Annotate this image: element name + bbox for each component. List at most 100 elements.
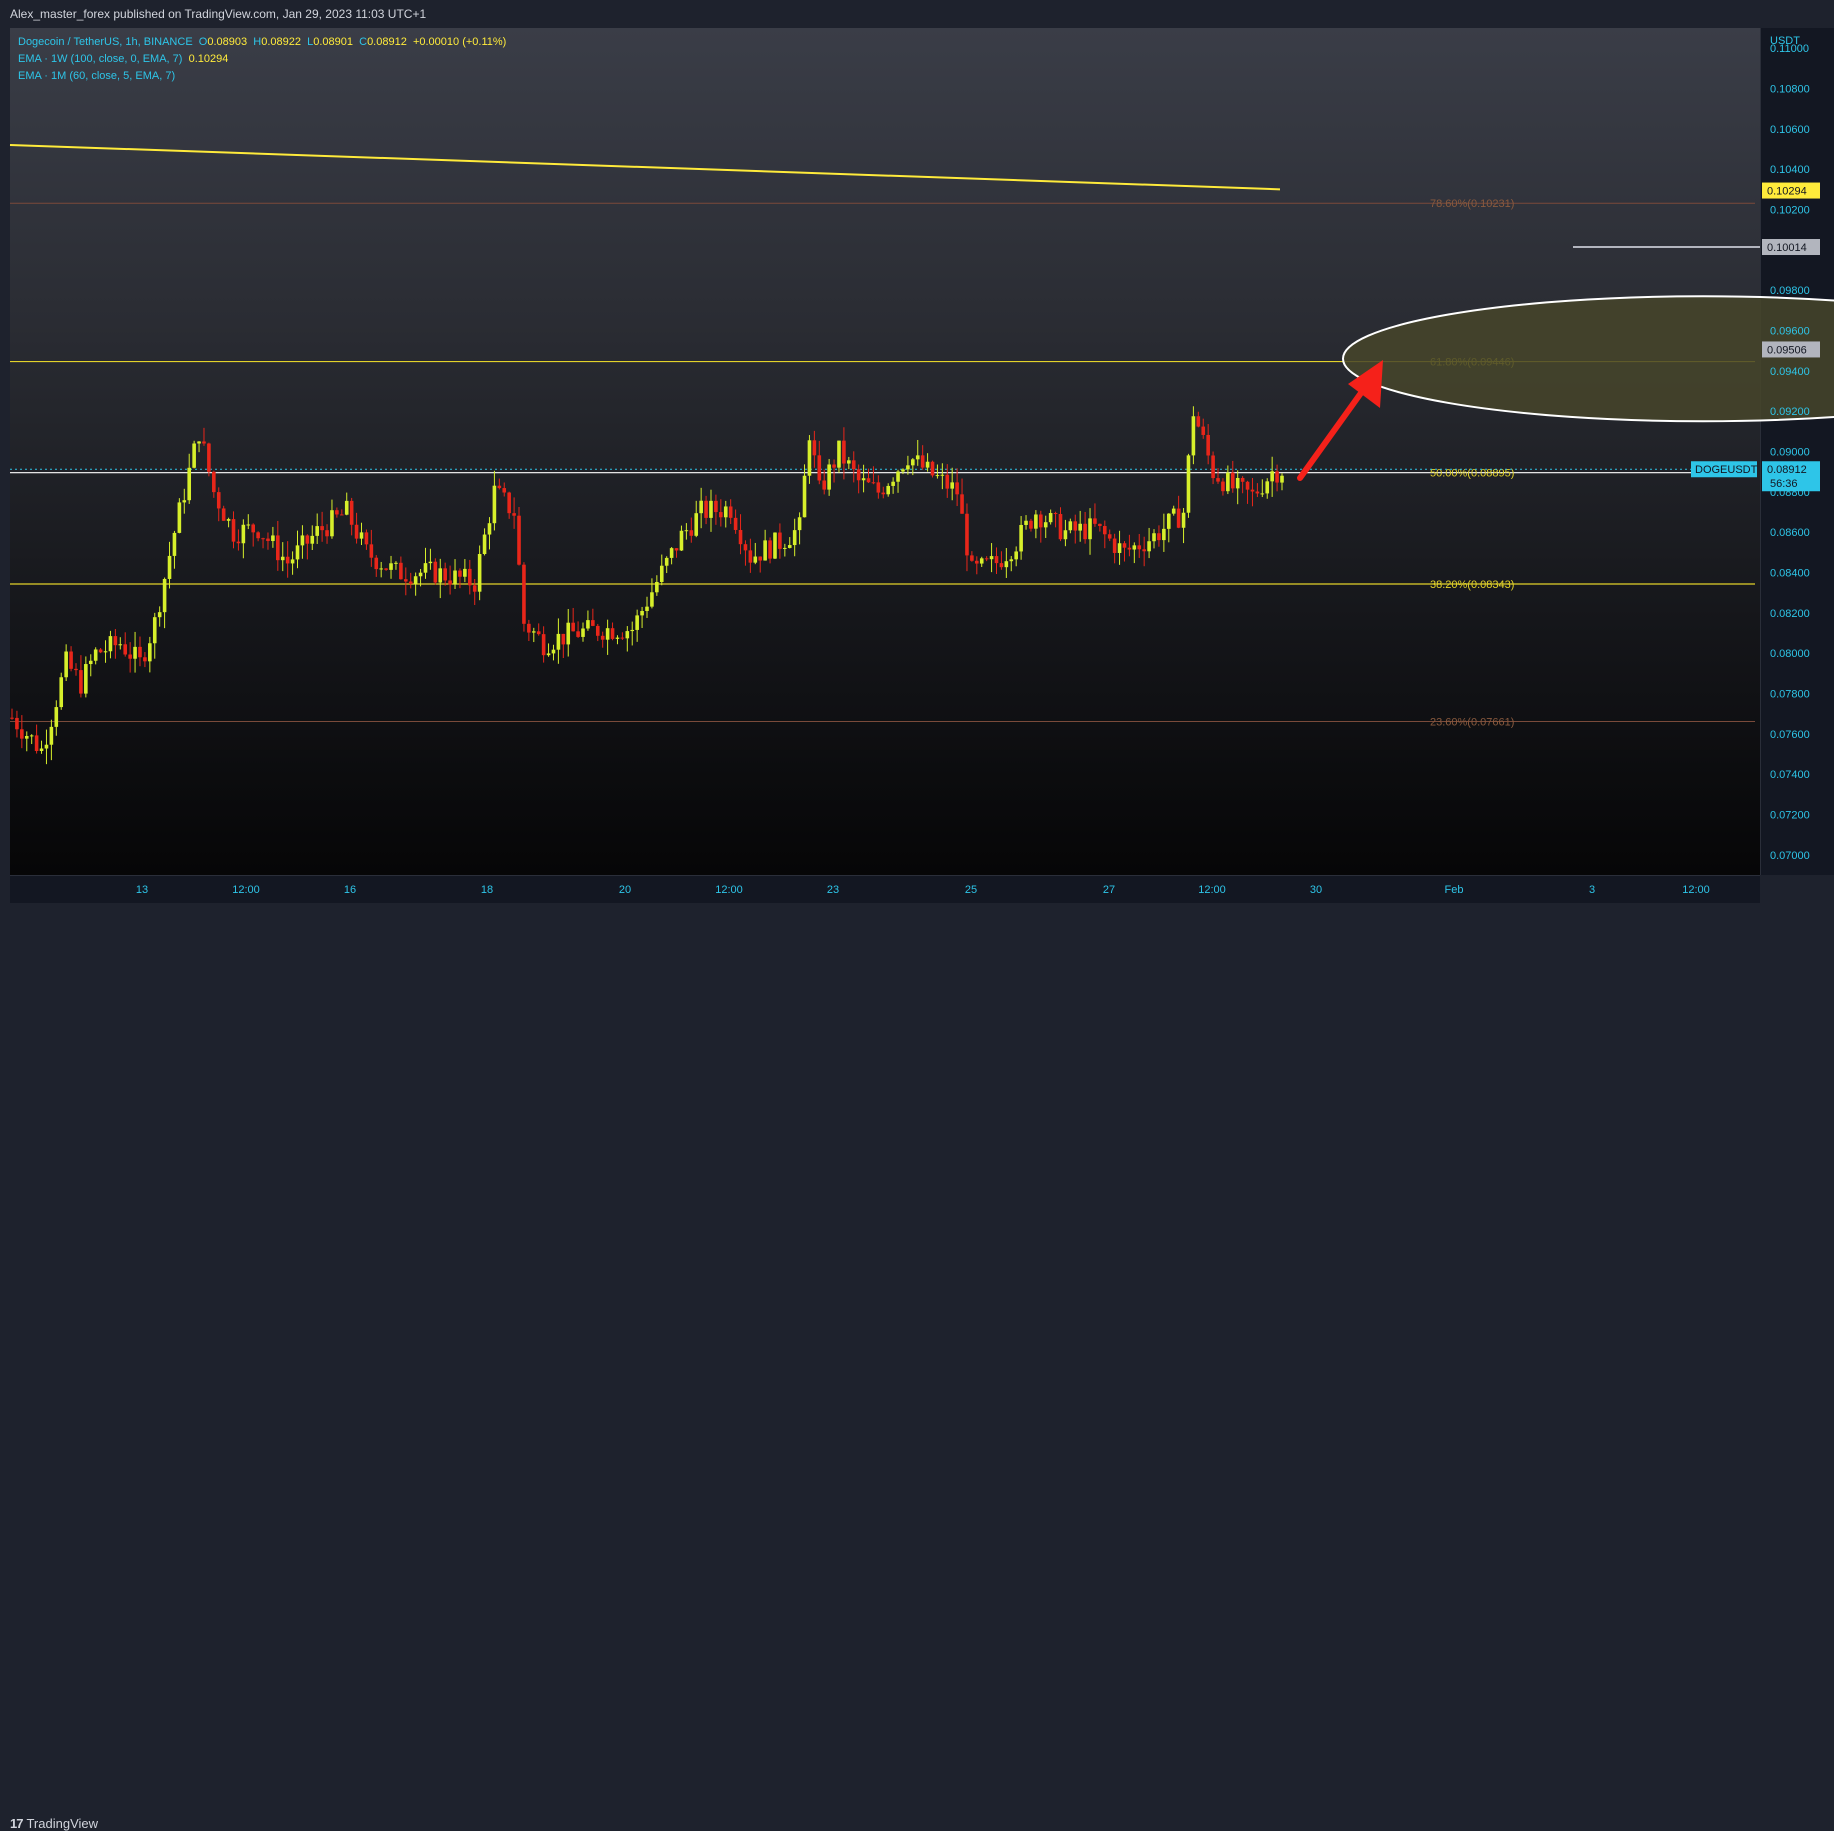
candle-body	[423, 563, 428, 573]
candle-body	[113, 636, 118, 646]
candle-body	[477, 554, 482, 592]
x-tick-label: 12:00	[715, 884, 743, 896]
candle-body	[748, 550, 753, 563]
candle-body	[1196, 416, 1201, 427]
y-tick-label: 0.10800	[1770, 84, 1810, 96]
candle-body	[295, 545, 300, 560]
candle-body	[1157, 533, 1161, 541]
candle-body	[723, 506, 728, 518]
candle-body	[320, 526, 324, 531]
candle-body	[758, 556, 763, 561]
candle-body	[187, 467, 192, 501]
candle-body	[591, 620, 595, 626]
candle-body	[34, 735, 39, 751]
fib-levels: 78.60%(0.10231)61.80%(0.09446)50.00%(0.0…	[10, 198, 1760, 729]
candle-body	[256, 532, 260, 539]
open-value: 0.08903	[207, 36, 248, 48]
legend-main-row[interactable]: Dogecoin / TetherUS, 1h, BINANCE O0.0890…	[18, 34, 506, 51]
price-tag-bg	[1762, 341, 1820, 358]
candle-body	[315, 526, 319, 536]
candle-body	[177, 502, 182, 533]
candle-body	[1137, 545, 1142, 550]
candle-body	[625, 631, 630, 639]
candle-body	[482, 534, 487, 555]
candle-body	[886, 485, 891, 495]
candle-body	[856, 469, 861, 481]
candle-body	[832, 464, 836, 468]
candle-body	[881, 492, 886, 495]
candle-body	[989, 556, 994, 560]
legend-ema2-row[interactable]: EMA · 1M (60, close, 5, EMA, 7)	[18, 68, 506, 85]
candle-body	[669, 548, 674, 558]
candle-body	[428, 561, 433, 564]
candle-body	[689, 530, 694, 536]
close-label: C	[359, 36, 368, 48]
x-tick-label: 3	[1589, 884, 1595, 896]
candle-body	[413, 576, 418, 584]
candle-body	[399, 562, 403, 580]
legend-ema1-row[interactable]: EMA · 1W (100, close, 0, EMA, 7) 0.10294	[18, 51, 506, 68]
candle-body	[620, 637, 625, 639]
candle-body	[783, 547, 787, 549]
candle-body	[290, 559, 295, 564]
ema2-label: EMA · 1M (60, close, 5, EMA, 7)	[18, 70, 176, 82]
candle-body	[221, 508, 226, 521]
candle-body	[743, 544, 748, 551]
chart-pane[interactable]	[10, 28, 1760, 875]
y-tick-label: 0.09200	[1770, 406, 1810, 418]
tradingview-logo-text: TradingView	[26, 1816, 99, 1831]
candle-body	[507, 492, 511, 514]
target-zone	[1342, 295, 1834, 423]
candle-body	[581, 628, 585, 637]
candle-body	[1083, 523, 1087, 540]
time-axis[interactable]	[10, 875, 1760, 904]
candle-body	[915, 455, 920, 460]
candle-body	[502, 488, 507, 493]
candle-body	[285, 556, 290, 564]
candle-body	[714, 500, 718, 513]
symbol-tag-label: DOGEUSDT	[1695, 464, 1758, 476]
candle-body	[901, 469, 905, 472]
candle-body	[24, 735, 29, 739]
candle-body	[44, 744, 49, 749]
candle-body	[1107, 534, 1112, 539]
candle-body	[1230, 472, 1235, 489]
y-tick-label: 0.09000	[1770, 447, 1810, 459]
candle-body	[69, 651, 73, 669]
candle-body	[448, 580, 452, 585]
candle-body	[152, 617, 157, 644]
candle-body	[207, 443, 211, 472]
candle-body	[39, 748, 44, 751]
candle-body	[728, 506, 733, 518]
candle-body	[1226, 472, 1230, 492]
candle-body	[389, 563, 393, 570]
candle-body	[753, 556, 758, 563]
candle-body	[49, 726, 54, 745]
candle-body	[802, 475, 807, 518]
candle-body	[704, 500, 708, 518]
publisher-caption: Alex_master_forex published on TradingVi…	[10, 7, 427, 21]
price-axis[interactable]	[1760, 28, 1834, 875]
candle-body	[640, 610, 644, 616]
candle-body	[1171, 508, 1176, 514]
candle-body	[694, 513, 699, 536]
candle-body	[960, 494, 964, 514]
candle-body	[79, 670, 83, 694]
tradingview-logo[interactable]: 17 TradingView	[10, 1816, 98, 1831]
candle-body	[920, 455, 925, 468]
candle-body	[280, 556, 285, 561]
candle-body	[1191, 416, 1196, 456]
ema1-value: 0.10294	[188, 53, 229, 65]
candle-body	[128, 654, 132, 659]
x-tick-label: Feb	[1445, 884, 1464, 896]
x-tick-label: 13	[136, 884, 148, 896]
candle-body	[266, 538, 270, 542]
arrow-shaft	[1297, 383, 1369, 481]
candle-body	[930, 461, 935, 476]
candle-body	[438, 568, 443, 583]
candle-body	[911, 459, 915, 466]
candle-body	[1206, 434, 1210, 456]
candle-body	[571, 622, 575, 632]
y-tick-label: 0.08000	[1770, 648, 1810, 660]
candle-body	[98, 649, 103, 653]
